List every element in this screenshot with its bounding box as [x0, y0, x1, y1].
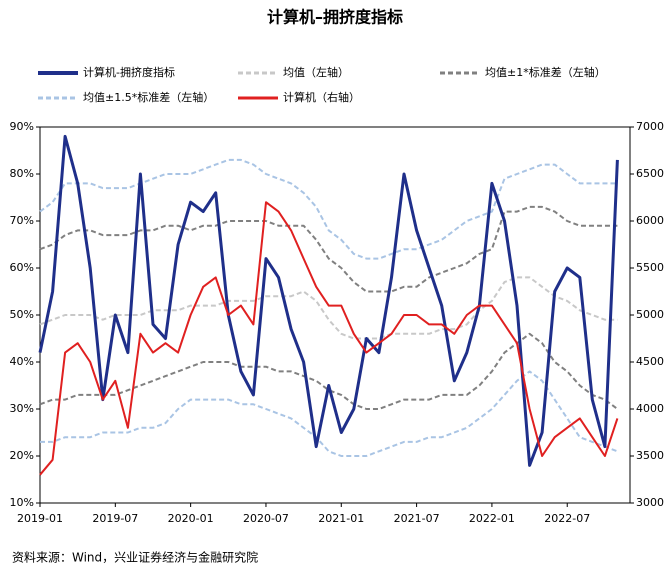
x-tick-label: 2020-01 [168, 512, 214, 525]
x-tick-label: 2021-01 [318, 512, 364, 525]
y-tick-label: 60% [10, 261, 34, 274]
y-tick-label: 90% [10, 120, 34, 133]
x-tick-label: 2020-07 [243, 512, 289, 525]
band-upper-line [39, 205, 618, 293]
y-tick-label: 70% [10, 214, 34, 227]
legend-label: 计算机（右轴） [283, 90, 360, 104]
x-tick-label: 2019-01 [17, 512, 63, 525]
y-tick-label: 10% [10, 496, 34, 509]
series-line [39, 276, 618, 340]
legend-label: 计算机-拥挤度指标 [83, 65, 175, 79]
y-tick-label: 50% [10, 308, 34, 321]
y2-tick-label: 3000 [636, 496, 664, 509]
legend-label: 均值（左轴） [283, 65, 349, 79]
y2-tick-label: 4500 [636, 355, 664, 368]
y2-tick-label: 7000 [636, 120, 664, 133]
y-tick-label: 80% [10, 167, 34, 180]
y2-tick-label: 5000 [636, 308, 664, 321]
y2-tick-label: 6500 [636, 167, 664, 180]
x-tick-label: 2019-07 [92, 512, 138, 525]
x-tick-label: 2022-07 [544, 512, 590, 525]
y2-tick-label: 4000 [636, 402, 664, 415]
y-tick-label: 30% [10, 402, 34, 415]
band-lower-line [39, 332, 619, 410]
legend-label: 均值±1.5*标准差（左轴） [83, 90, 214, 104]
x-tick-label: 2022-01 [469, 512, 515, 525]
band-lower-line [40, 370, 618, 457]
band-upper-line [39, 158, 618, 260]
legend-label: 均值±1*标准差（左轴） [485, 65, 606, 79]
y-tick-label: 40% [10, 355, 34, 368]
chart-title: 计算机–拥挤度指标 [267, 8, 403, 27]
y2-tick-label: 6000 [636, 214, 664, 227]
source-note: 资料来源：Wind，兴业证券经济与金融研究院 [12, 550, 258, 565]
y-tick-label: 20% [10, 449, 34, 462]
y2-tick-label: 3500 [636, 449, 664, 462]
y2-tick-label: 5500 [636, 261, 664, 274]
series-line [38, 134, 619, 467]
x-tick-label: 2021-07 [394, 512, 440, 525]
series-line [39, 201, 619, 476]
